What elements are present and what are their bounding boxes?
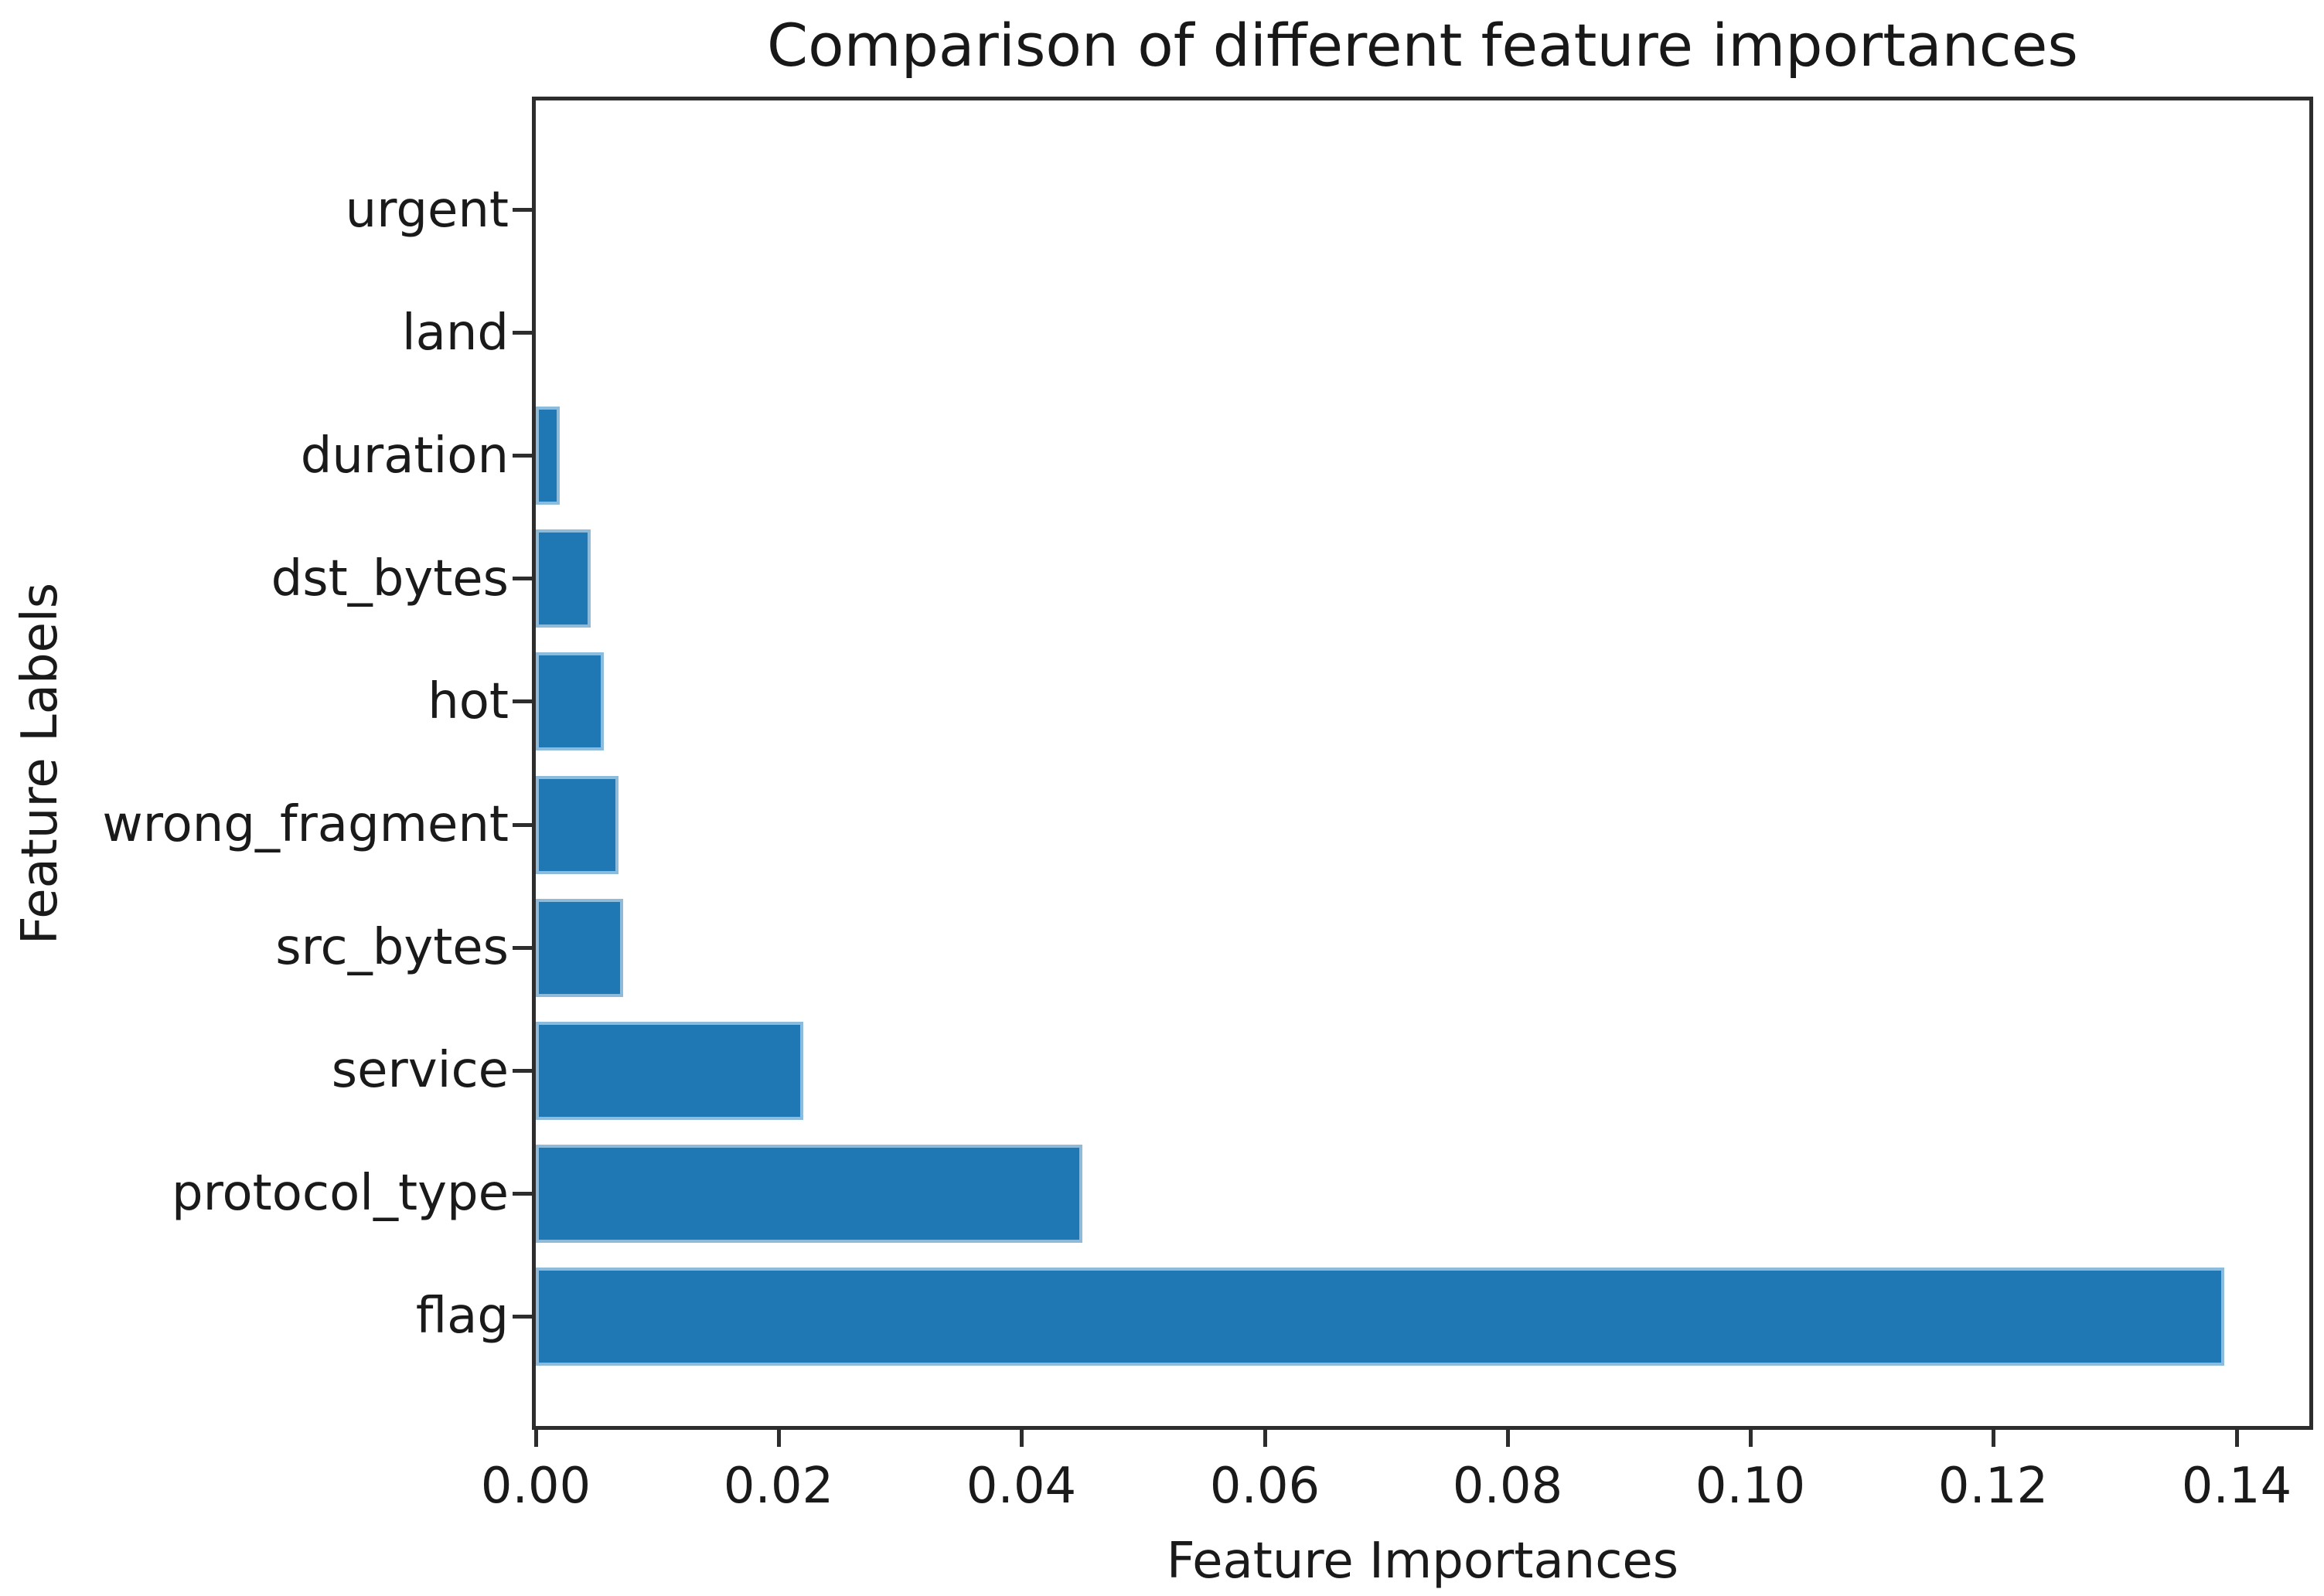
bar-src_bytes <box>536 899 623 997</box>
ytick-label-hot: hot <box>428 673 509 730</box>
ytick-mark-wrong_fragment <box>513 823 532 827</box>
ytick-label-land: land <box>401 305 509 362</box>
bar-hot <box>536 652 604 750</box>
chart-title: Comparison of different feature importan… <box>767 11 2078 80</box>
ytick-label-wrong_fragment: wrong_fragment <box>102 796 509 853</box>
bar-dst_bytes <box>536 529 591 628</box>
xtick-label-0.04: 0.04 <box>966 1458 1077 1515</box>
bar-duration <box>536 407 560 505</box>
xtick-mark-0.14 <box>2235 1430 2239 1447</box>
ytick-label-src_bytes: src_bytes <box>275 919 509 976</box>
ytick-label-protocol_type: protocol_type <box>171 1165 509 1222</box>
xtick-label-0.10: 0.10 <box>1695 1458 1806 1515</box>
ytick-label-duration: duration <box>300 427 509 485</box>
bar-flag <box>536 1268 2224 1366</box>
ytick-label-urgent: urgent <box>345 182 509 239</box>
xtick-mark-0.10 <box>1749 1430 1753 1447</box>
xtick-mark-0.08 <box>1506 1430 1510 1447</box>
y-axis-label: Feature Labels <box>12 582 69 945</box>
xtick-mark-0.00 <box>534 1430 538 1447</box>
ytick-mark-hot <box>513 699 532 703</box>
bar-wrong_fragment <box>536 776 618 874</box>
ytick-mark-protocol_type <box>513 1192 532 1196</box>
ytick-mark-land <box>513 331 532 335</box>
xtick-label-0.14: 0.14 <box>2181 1458 2292 1515</box>
ytick-mark-dst_bytes <box>513 577 532 580</box>
ytick-mark-flag <box>513 1315 532 1319</box>
x-axis-label: Feature Importances <box>1166 1533 1679 1590</box>
ytick-mark-duration <box>513 454 532 458</box>
ytick-mark-src_bytes <box>513 946 532 950</box>
xtick-label-0.02: 0.02 <box>723 1458 834 1515</box>
ytick-mark-service <box>513 1069 532 1073</box>
ytick-mark-urgent <box>513 208 532 212</box>
xtick-mark-0.06 <box>1263 1430 1267 1447</box>
xtick-mark-0.02 <box>777 1430 781 1447</box>
xtick-label-0.08: 0.08 <box>1452 1458 1563 1515</box>
ytick-label-flag: flag <box>415 1288 509 1345</box>
xtick-label-0.12: 0.12 <box>1937 1458 2049 1515</box>
bar-service <box>536 1022 803 1120</box>
xtick-label-0.06: 0.06 <box>1209 1458 1320 1515</box>
bar-protocol_type <box>536 1145 1082 1243</box>
ytick-label-dst_bytes: dst_bytes <box>271 550 509 607</box>
xtick-mark-0.04 <box>1020 1430 1024 1447</box>
ytick-label-service: service <box>331 1042 509 1099</box>
xtick-label-0.00: 0.00 <box>480 1458 591 1515</box>
xtick-mark-0.12 <box>1992 1430 1995 1447</box>
